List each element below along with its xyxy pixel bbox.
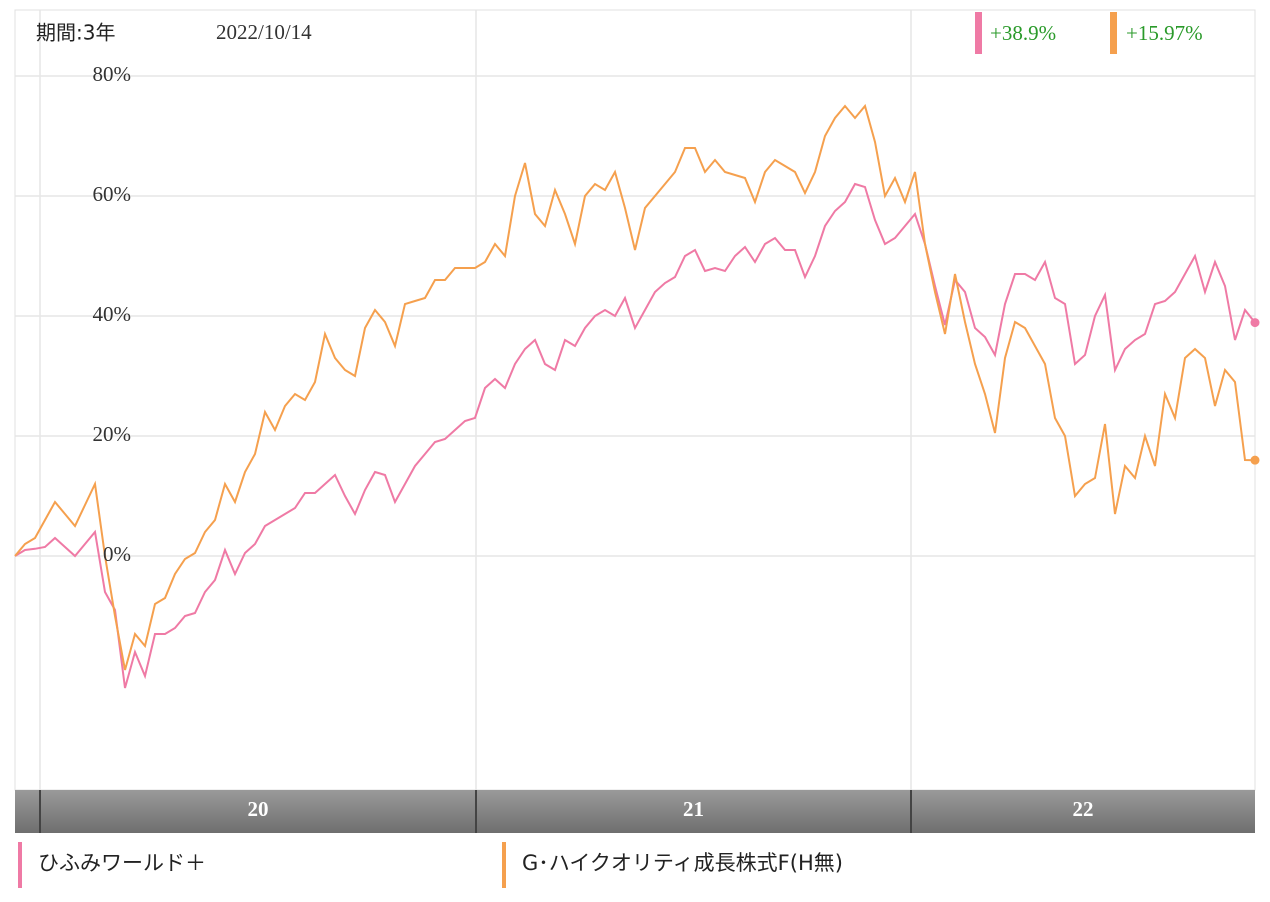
end-dot [1250, 455, 1260, 465]
y-tick-label: 80% [93, 62, 132, 86]
y-tick-label: 40% [93, 302, 132, 326]
period-label: 期間:3年 [36, 21, 115, 45]
end-label-swatch [1110, 12, 1117, 54]
end-label: +15.97% [1126, 21, 1203, 45]
legend-swatch [502, 842, 506, 888]
legend-label: ひふみワールド＋ [38, 851, 206, 875]
x-tick-label: 21 [683, 797, 704, 821]
plot-area [14, 9, 1256, 791]
end-dot [1250, 318, 1260, 328]
series-line [14, 182, 1256, 689]
legend-swatch [18, 842, 22, 888]
x-tick-label: 22 [1073, 797, 1094, 821]
legend-label: G･ハイクオリティ成長株式F(H無) [522, 851, 843, 875]
end-label-swatch [975, 12, 982, 54]
x-tick-label: 20 [248, 797, 269, 821]
series-line [14, 103, 1256, 671]
x-axis-band [15, 790, 1255, 833]
y-tick-label: 0% [103, 542, 131, 566]
end-label: +38.9% [990, 21, 1056, 45]
date-label: 2022/10/14 [216, 20, 312, 44]
y-tick-label: 20% [93, 422, 132, 446]
y-tick-label: 60% [93, 182, 132, 206]
